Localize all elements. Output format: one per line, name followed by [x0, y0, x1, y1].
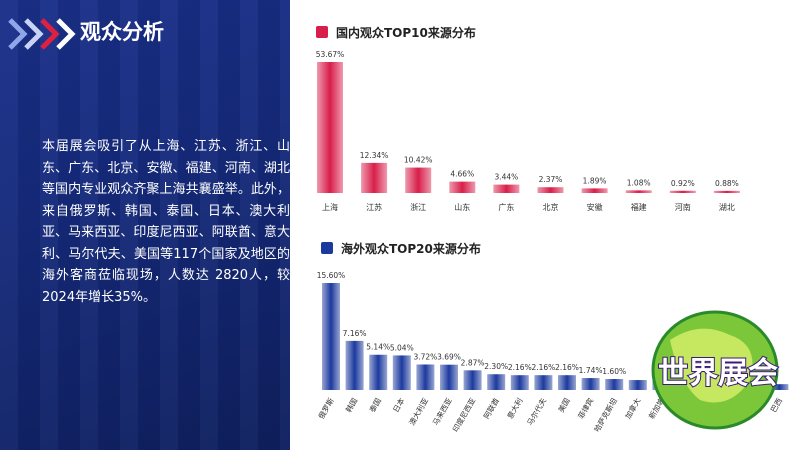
bar — [449, 181, 476, 193]
logo-land — [670, 328, 753, 403]
value-label: 3.44% — [494, 173, 518, 182]
bar — [581, 188, 608, 193]
chart-title: 海外观众TOP20来源分布 — [341, 241, 481, 256]
value-label: 2.16% — [555, 363, 579, 372]
value-label: 5.04% — [390, 343, 414, 352]
bar — [669, 190, 696, 193]
bar — [713, 190, 740, 193]
x-tick-label: 广东 — [498, 202, 514, 212]
value-label: 3.72% — [413, 352, 437, 361]
bar — [510, 375, 529, 390]
value-label: 2.87% — [461, 358, 485, 367]
x-tick-label: 马来西亚 — [431, 396, 454, 427]
value-label: 2.30% — [484, 362, 508, 371]
x-tick-label: 湖北 — [719, 203, 735, 212]
value-label: 5.14% — [366, 343, 390, 352]
x-tick-label: 加拿大 — [623, 396, 643, 421]
x-tick-label: 北京 — [543, 202, 559, 212]
page-title: 观众分析 — [80, 20, 164, 44]
x-tick-label: 菲律宾 — [575, 396, 595, 421]
bar — [581, 378, 600, 390]
bar — [440, 364, 458, 390]
bar — [487, 374, 506, 390]
chart-title: 国内观众TOP10来源分布 — [336, 25, 476, 40]
left-panel: 观众分析 本届展会吸引了从上海、江苏、浙江、山东、广东、北京、安徽、福建、河南、… — [0, 0, 290, 450]
x-tick-label: 印度尼西亚 — [450, 396, 478, 434]
value-label: 7.16% — [343, 329, 367, 338]
x-tick-label: 上海 — [322, 202, 338, 212]
logo-text: 世界展会 — [658, 356, 778, 391]
x-tick-label: 哈萨克斯坦 — [592, 396, 620, 434]
value-label: 1.60% — [602, 367, 626, 376]
bar — [537, 187, 564, 193]
bar — [361, 162, 388, 193]
bar — [493, 184, 520, 193]
x-tick-label: 安徽 — [587, 202, 603, 212]
bar — [345, 340, 364, 390]
bar — [416, 364, 435, 390]
value-label: 15.60% — [317, 271, 346, 280]
bar — [534, 375, 553, 390]
x-tick-label: 韩国 — [343, 396, 359, 414]
x-tick-label: 美国 — [556, 396, 572, 414]
legend-swatch — [321, 242, 333, 254]
x-tick-label: 澳大利亚 — [406, 396, 430, 427]
x-tick-label: 福建 — [631, 202, 647, 212]
value-label: 1.89% — [583, 176, 607, 185]
chevron-icon — [8, 18, 76, 50]
summary-text: 本届展会吸引了从上海、江苏、浙江、山东、广东、北京、安徽、福建、河南、湖北等国内… — [42, 139, 290, 305]
watermark-logo: 世界展会 — [651, 310, 779, 430]
x-tick-label: 巴西 — [769, 396, 785, 414]
x-tick-label: 泰国 — [367, 396, 383, 414]
bar — [369, 354, 388, 390]
bar — [558, 375, 576, 390]
x-tick-label: 阿联酋 — [481, 396, 501, 421]
bar — [322, 283, 340, 390]
value-label: 0.92% — [671, 179, 695, 188]
value-label: 1.08% — [627, 178, 651, 187]
value-label: 2.16% — [508, 363, 532, 372]
value-label: 1.74% — [579, 366, 603, 375]
bar — [628, 380, 647, 390]
background-photo — [0, 0, 290, 450]
bar — [463, 370, 482, 390]
bar — [605, 379, 624, 390]
x-tick-label: 意大利 — [505, 396, 525, 420]
legend-swatch — [316, 26, 328, 38]
value-label: 53.67% — [316, 50, 345, 59]
value-label: 2.16% — [531, 363, 555, 372]
x-tick-label: 浙江 — [410, 202, 426, 212]
x-tick-label: 山东 — [454, 202, 470, 212]
x-tick-label: 马尔代夫 — [524, 396, 548, 427]
x-tick-label: 俄罗斯 — [316, 396, 336, 421]
bar — [405, 167, 432, 193]
value-label: 3.69% — [437, 353, 461, 362]
value-label: 10.42% — [404, 156, 433, 165]
x-tick-label: 江苏 — [366, 202, 382, 212]
bar — [625, 190, 652, 193]
value-label: 2.37% — [539, 175, 563, 184]
x-tick-label: 河南 — [675, 202, 691, 212]
value-label: 4.66% — [450, 170, 474, 179]
value-label: 0.88% — [715, 179, 739, 188]
bar — [317, 62, 343, 193]
bar — [392, 355, 411, 390]
bar — [770, 384, 789, 390]
x-tick-label: 日本 — [390, 396, 406, 414]
value-label: 12.34% — [360, 151, 389, 160]
